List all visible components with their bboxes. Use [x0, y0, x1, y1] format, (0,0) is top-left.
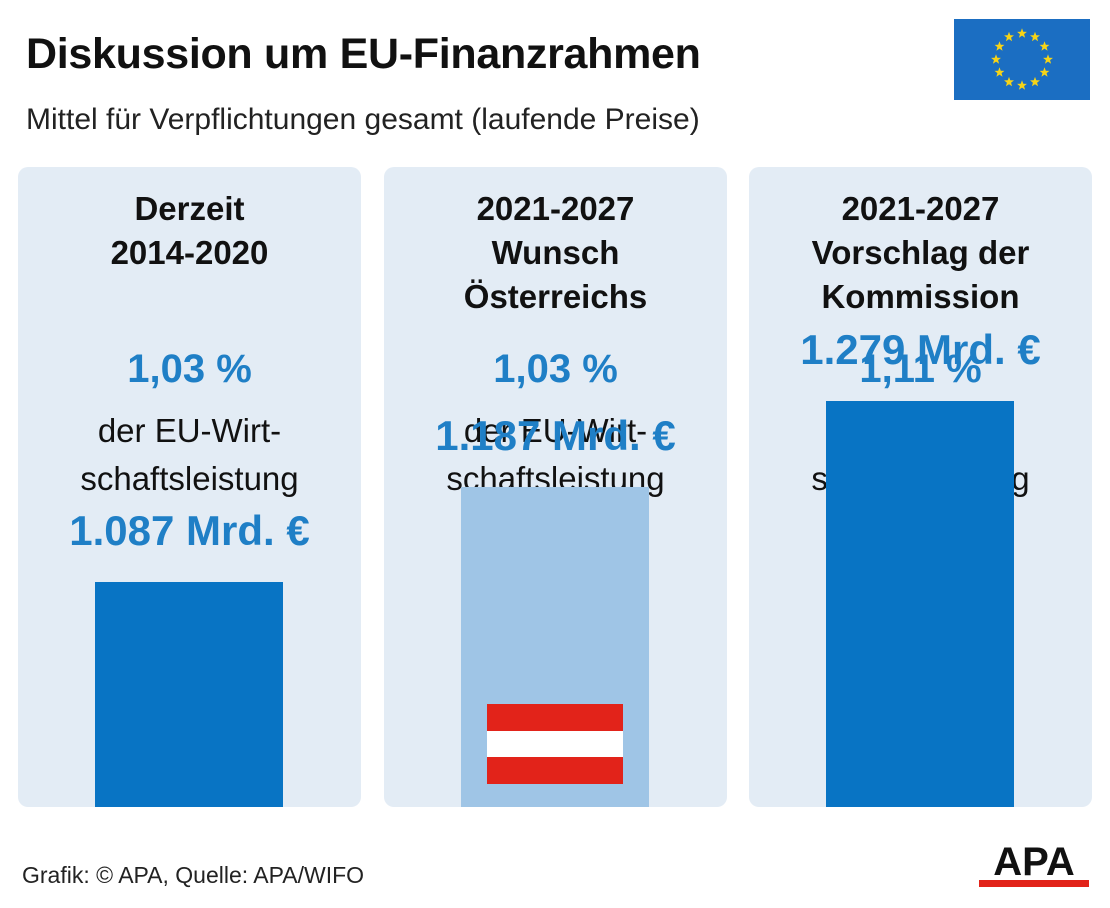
- percent-label: 1,03 %: [493, 347, 618, 391]
- eu-star-icon: [991, 54, 1001, 64]
- value-label: 1.087 Mrd. €: [69, 507, 310, 554]
- apa-logo: APA: [979, 842, 1089, 887]
- eu-star-icon: [1017, 80, 1027, 90]
- value-label: 1.279 Mrd. €: [800, 326, 1041, 373]
- eu-star-icon: [1039, 41, 1050, 51]
- eu-star-icon: [994, 41, 1005, 51]
- austria-flag-icon: [487, 704, 623, 784]
- eu-star-icon: [994, 67, 1005, 77]
- value-label: 1.187 Mrd. €: [435, 412, 676, 459]
- bar: [826, 401, 1014, 807]
- eu-star-icon: [1030, 76, 1040, 87]
- panel-heading: 2021-2027 Wunsch Österreichs: [463, 190, 648, 315]
- bar: [461, 487, 649, 807]
- eu-flag-icon: [954, 19, 1090, 100]
- percent-label: 1,11 %: [859, 347, 982, 391]
- percent-description: der EU-Wirt- schaftsleistung: [80, 412, 299, 497]
- source-credit: Grafik: © APA, Quelle: APA/WIFO: [22, 862, 365, 888]
- percent-label: 1,03 %: [127, 347, 252, 391]
- panel-heading: 2021-2027 Vorschlag der Kommission: [811, 190, 1030, 315]
- panel-heading: Derzeit 2014-2020: [110, 190, 269, 271]
- svg-text:APA: APA: [993, 842, 1074, 884]
- page-subtitle: Mittel für Verpflichtungen gesamt (laufe…: [26, 103, 700, 136]
- eu-star-icon: [1043, 54, 1053, 64]
- eu-star-icon: [1004, 31, 1014, 42]
- eu-star-icon: [1004, 76, 1014, 87]
- eu-star-icon: [1030, 31, 1040, 42]
- panel-current: Derzeit 2014-2020 1,03 % der EU-Wirt- sc…: [18, 167, 361, 807]
- panel-austria: 2021-2027 Wunsch Österreichs 1,03 % der …: [384, 167, 727, 807]
- eu-star-icon: [1017, 28, 1027, 38]
- eu-star-icon: [1039, 67, 1050, 77]
- bar: [95, 582, 283, 807]
- page-title: Diskussion um EU-Finanzrahmen: [26, 30, 701, 78]
- panel-commission: 2021-2027 Vorschlag der Kommission 1,11 …: [749, 167, 1092, 807]
